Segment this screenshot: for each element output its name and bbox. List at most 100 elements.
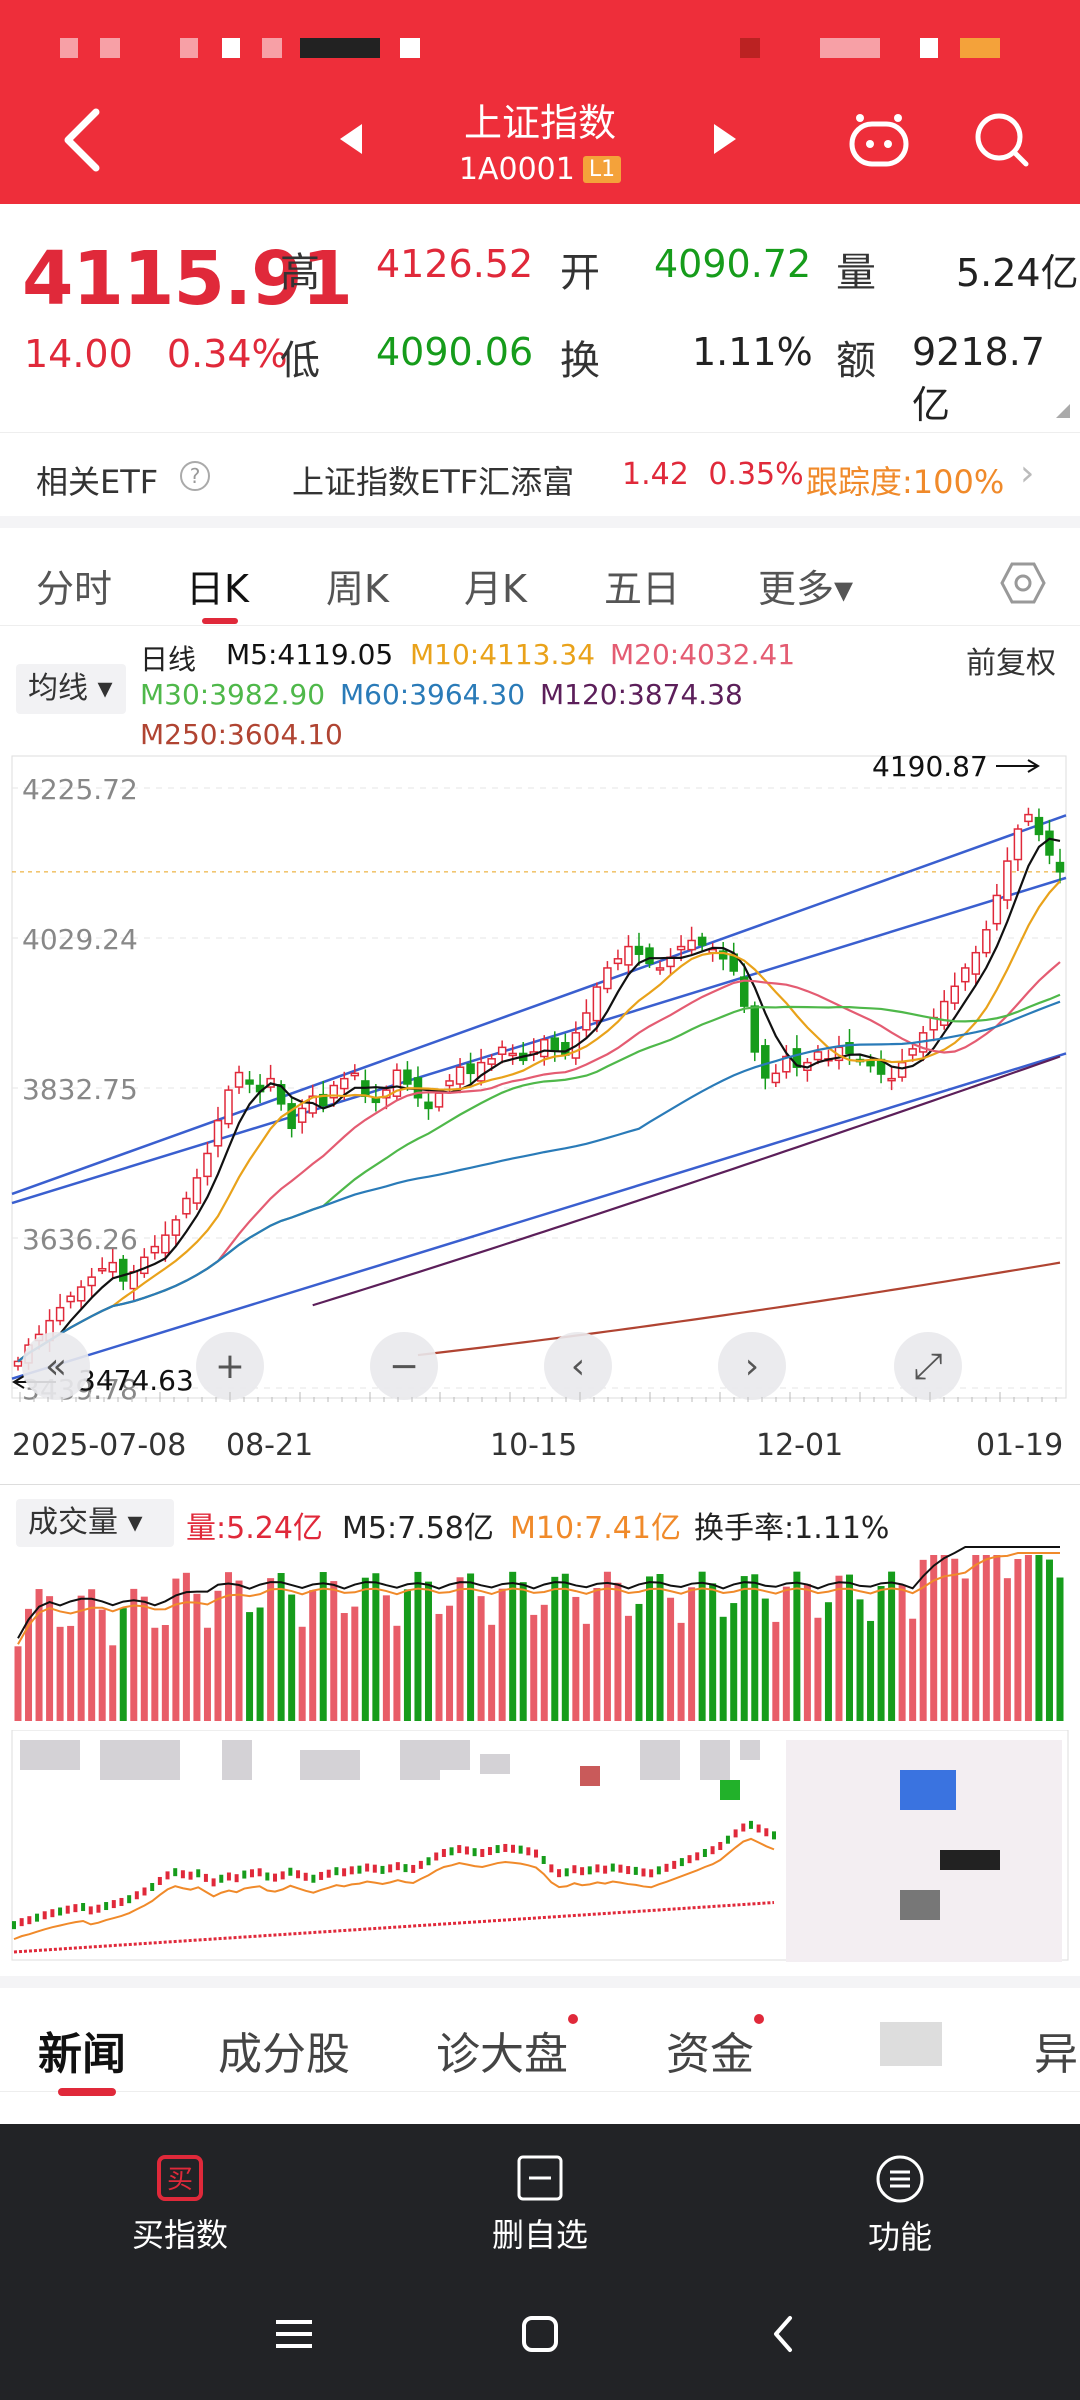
blurred-block <box>440 1740 470 1770</box>
open-label: 开 <box>560 250 600 296</box>
back-arrow-icon[interactable] <box>56 100 116 180</box>
volume-bar <box>424 1581 432 1721</box>
candle-body <box>908 1048 917 1056</box>
search-icon[interactable] <box>972 110 1032 170</box>
tab-intraday[interactable]: 分时 <box>36 567 113 611</box>
volume-bar <box>467 1573 475 1721</box>
nav-menu-icon[interactable] <box>276 2320 312 2348</box>
related-etf-row[interactable]: 相关ETF ? 上证指数ETF汇添富 1.42 0.35% 跟踪度:100% › <box>0 432 1080 528</box>
volume-m5: M5:7.58亿 <box>342 1511 494 1546</box>
volume-bar <box>35 1589 43 1721</box>
prev-stock-icon[interactable] <box>340 124 362 154</box>
blurred-overlay-icon <box>900 1770 956 1810</box>
help-icon[interactable]: ? <box>180 461 210 491</box>
candle-body <box>129 1271 139 1290</box>
volume-bar <box>898 1584 906 1721</box>
zoom-out-button[interactable]: − <box>370 1332 438 1400</box>
mini-candle <box>626 1866 631 1875</box>
adjust-mode-label[interactable]: 前复权 <box>966 646 1056 681</box>
candle-body <box>1045 830 1054 856</box>
nav-back-icon[interactable] <box>774 2316 792 2352</box>
mini-candle <box>296 1870 301 1879</box>
candle-body <box>392 1069 402 1097</box>
mini-long-ma-line <box>13 1901 775 1954</box>
volume-bar <box>435 1613 443 1721</box>
tab-weekly-k[interactable]: 周K <box>326 567 389 611</box>
pan-right-button[interactable]: › <box>718 1332 786 1400</box>
system-nav-bar <box>276 2316 792 2352</box>
volume-value: 5.24亿 <box>956 251 1079 295</box>
mini-candle <box>104 1902 109 1911</box>
high-label: 高 <box>280 250 320 296</box>
pan-left-button[interactable]: ‹ <box>544 1332 612 1400</box>
candle-body <box>403 1069 412 1085</box>
volume-bar <box>814 1617 822 1721</box>
candle-body <box>887 1077 896 1082</box>
nav-home-icon[interactable] <box>522 2316 558 2352</box>
buy-index-button[interactable]: 买 买指数 <box>80 2154 280 2256</box>
candle-body <box>950 985 959 1004</box>
volume-bar <box>772 1621 780 1721</box>
y-tick-label: 3636.26 <box>22 1223 138 1256</box>
mini-candle <box>127 1895 132 1904</box>
mini-candle <box>311 1874 316 1883</box>
news-tab-underline <box>58 2088 116 2096</box>
functions-label: 功能 <box>867 2218 932 2256</box>
ma30-value: M30:3982.90 <box>140 678 326 711</box>
volume-bar <box>330 1581 338 1721</box>
tab-monthly-k[interactable]: 月K <box>464 567 527 611</box>
tab-funds[interactable]: 资金 <box>666 2029 754 2080</box>
jump-start-button[interactable]: « <box>22 1332 90 1400</box>
volume-bar <box>909 1618 917 1721</box>
etf-price: 1.42 <box>622 457 689 492</box>
tab-five-day[interactable]: 五日 <box>604 567 681 611</box>
blurred-overlay-block <box>940 1850 1000 1870</box>
tab-news[interactable]: 新闻 <box>38 2029 126 2080</box>
volume-bar <box>393 1625 401 1721</box>
tab-more[interactable]: 更多▾ <box>758 567 854 611</box>
volume-bar <box>25 1608 33 1721</box>
mini-candle <box>764 1828 769 1837</box>
robot-assistant-icon[interactable] <box>846 110 912 170</box>
mini-ma-line <box>13 1837 775 1941</box>
candle-body <box>550 1037 560 1052</box>
candle-body <box>697 936 707 946</box>
volume-bar <box>540 1604 548 1721</box>
volume-bar <box>77 1595 85 1721</box>
mini-candle <box>173 1868 178 1877</box>
mini-candle <box>303 1872 308 1881</box>
volume-indicator-select[interactable]: 成交量 ▾ <box>16 1499 174 1547</box>
mini-candle <box>388 1864 393 1873</box>
candle-body <box>582 1012 591 1031</box>
volume-bar <box>709 1583 717 1721</box>
zoom-in-button[interactable]: + <box>196 1332 264 1400</box>
candle-body <box>455 1066 465 1085</box>
tab-constituents[interactable]: 成分股 <box>218 2029 350 2080</box>
tab-diagnosis[interactable]: 诊大盘 <box>436 2029 568 2080</box>
settings-hexagon-icon[interactable] <box>1000 560 1046 606</box>
volume-bar <box>498 1588 506 1721</box>
functions-button[interactable]: 功能 <box>800 2154 1000 2258</box>
expand-corner-icon[interactable] <box>1056 404 1070 418</box>
next-stock-icon[interactable] <box>714 124 736 154</box>
ma-indicator-select[interactable]: 均线 ▾ <box>16 664 126 714</box>
volume-bar <box>635 1603 643 1721</box>
x-label-start: 2025-07-08 <box>12 1428 187 1463</box>
candle-body <box>76 1286 86 1302</box>
candle-body <box>603 967 612 990</box>
volume-chart[interactable] <box>0 1485 1080 1725</box>
active-tab-underline <box>202 618 238 624</box>
mini-candle <box>679 1858 684 1867</box>
kline-chart[interactable]: 4225.724029.243832.753636.263439.784190.… <box>0 752 1080 1402</box>
mini-candle <box>334 1867 339 1876</box>
candle-body <box>771 1072 781 1084</box>
quote-panel: 4115.91 14.00 0.34% 高 4126.52 开 4090.72 … <box>0 204 1080 430</box>
volume-bar <box>624 1615 632 1721</box>
remove-watchlist-button[interactable]: 删自选 <box>440 2154 640 2256</box>
mini-candle <box>242 1870 247 1879</box>
tab-abnormal[interactable]: 异 <box>1034 2029 1078 2080</box>
fullscreen-button[interactable]: ⤢ <box>894 1332 962 1400</box>
max-arrow-head <box>1027 759 1040 773</box>
tab-daily-k[interactable]: 日K <box>186 567 249 611</box>
chevron-right-icon[interactable]: › <box>1020 453 1035 494</box>
